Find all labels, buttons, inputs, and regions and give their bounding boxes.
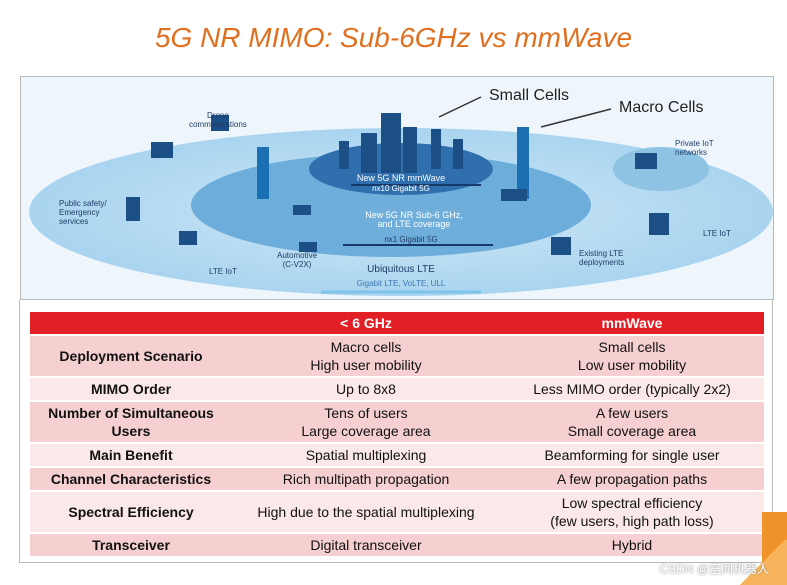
lte-title: Ubiquitous LTE <box>367 264 435 275</box>
table-row: Deployment Scenario Macro cells High use… <box>30 336 764 376</box>
cell-sub6: Spatial multiplexing <box>232 444 500 466</box>
cell-mmwave: Small cells Low user mobility <box>500 336 764 376</box>
table-row: Number of Simultaneous Users Tens of use… <box>30 402 764 442</box>
private-iot-label: Private IoT networks <box>675 139 714 157</box>
cell-mmwave: Hybrid <box>500 534 764 556</box>
table-row: Spectral Efficiency High due to the spat… <box>30 492 764 532</box>
table-row: Channel Characteristics Rich multipath p… <box>30 468 764 490</box>
mmwave-sub: nx10 Gigabit 5G <box>372 184 430 193</box>
cell-mmwave: Low spectral efficiency (few users, high… <box>500 492 764 532</box>
header-blank <box>30 312 232 334</box>
row-header: Number of Simultaneous Users <box>30 402 232 442</box>
lte-iot-left-label: LTE IoT <box>209 267 237 276</box>
corner-accent-diagonal <box>737 540 787 585</box>
table-header-row: < 6 GHz mmWave <box>30 312 764 334</box>
cell-sub6: High due to the spatial multiplexing <box>232 492 500 532</box>
drone-label: Drone communications <box>189 111 247 129</box>
public-safety-label: Public safety/ Emergency services <box>59 199 107 226</box>
row-header: Main Benefit <box>30 444 232 466</box>
cell-mmwave: Beamforming for single user <box>500 444 764 466</box>
lte-iot-right-label: LTE IoT <box>703 229 731 238</box>
macro-cells-callout: Macro Cells <box>619 99 704 116</box>
comparison-table-panel: < 6 GHz mmWave Deployment Scenario Macro… <box>19 300 773 563</box>
diagram-graphic <box>21 77 773 299</box>
cell-sub6: Digital transceiver <box>232 534 500 556</box>
row-header: Spectral Efficiency <box>30 492 232 532</box>
slide-title: 5G NR MIMO: Sub-6GHz vs mmWave <box>154 22 633 53</box>
lte-sub: Gigabit LTE, VoLTE, ULL <box>356 279 446 288</box>
table-row: MIMO Order Up to 8x8 Less MIMO order (ty… <box>30 378 764 400</box>
small-cells-callout: Small Cells <box>489 87 570 104</box>
existing-lte-label: Existing LTE deployments <box>579 249 625 267</box>
row-header: MIMO Order <box>30 378 232 400</box>
sub6-ellipse <box>191 153 591 257</box>
automotive-label: Automotive (C-V2X) <box>277 251 318 269</box>
cell-sub6: Rich multipath propagation <box>232 468 500 490</box>
header-sub6: < 6 GHz <box>232 312 500 334</box>
row-header: Deployment Scenario <box>30 336 232 376</box>
cell-mmwave: Less MIMO order (typically 2x2) <box>500 378 764 400</box>
cell-sub6: Macro cells High user mobility <box>232 336 500 376</box>
sub6-title: New 5G NR Sub-6 GHz, and LTE coverage <box>365 210 463 229</box>
header-mmwave: mmWave <box>500 312 764 334</box>
sub6-sub: nx1 Gigabit 5G <box>384 235 438 244</box>
table-row: Transceiver Digital transceiver Hybrid <box>30 534 764 556</box>
comparison-table: < 6 GHz mmWave Deployment Scenario Macro… <box>30 310 764 558</box>
watermark: CSDN @室间机器人 <box>659 562 769 576</box>
cell-mmwave: A few users Small coverage area <box>500 402 764 442</box>
row-header: Channel Characteristics <box>30 468 232 490</box>
mmwave-title: New 5G NR mmWave <box>356 173 446 183</box>
network-diagram: Small Cells Macro Cells Drone communicat… <box>20 76 774 300</box>
table-row: Main Benefit Spatial multiplexing Beamfo… <box>30 444 764 466</box>
cell-sub6: Up to 8x8 <box>232 378 500 400</box>
cell-sub6: Tens of users Large coverage area <box>232 402 500 442</box>
row-header: Transceiver <box>30 534 232 556</box>
cell-mmwave: A few propagation paths <box>500 468 764 490</box>
